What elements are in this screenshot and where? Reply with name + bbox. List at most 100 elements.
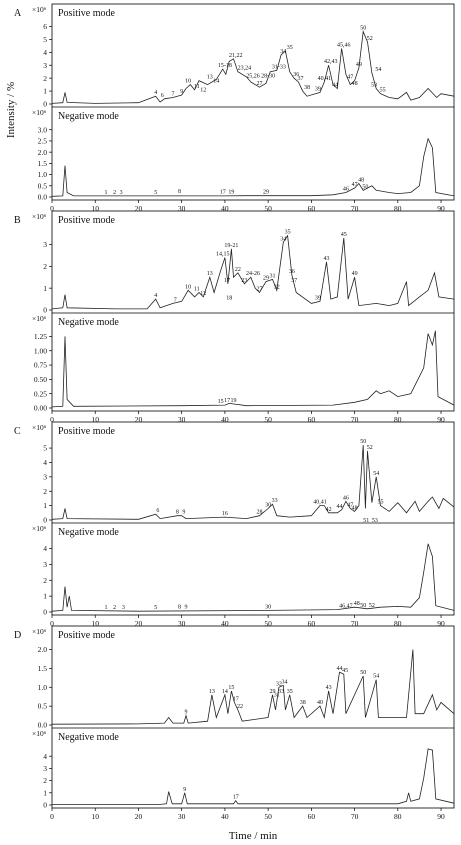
peak-label: 1 xyxy=(105,605,108,611)
y-tick-label: 0.0 xyxy=(38,721,48,730)
panel-letter: A xyxy=(14,8,22,19)
y-exponent: ×10⁶ xyxy=(32,108,47,117)
y-tick-label: 0 xyxy=(43,516,47,525)
x-tick-label: 30 xyxy=(178,812,186,821)
peak-label: 4 xyxy=(154,90,157,96)
peak-label: 52 xyxy=(367,445,373,451)
x-tick-label: 70 xyxy=(351,204,359,213)
peak-label: 52 xyxy=(367,36,373,42)
x-tick-label: 30 xyxy=(178,415,186,424)
mode-label: Positive mode xyxy=(58,426,116,437)
peak-label: 13 xyxy=(209,689,215,695)
panel-frame xyxy=(51,421,455,616)
y-exponent: ×10⁶ xyxy=(32,524,47,533)
peak-label: 48 xyxy=(358,178,364,184)
peak-label: 24-26 xyxy=(246,271,260,277)
y-tick-label: 3 xyxy=(43,764,47,773)
peak-label: 11 xyxy=(194,287,200,293)
mode-label: Positive mode xyxy=(58,215,116,226)
peak-label: 13 xyxy=(207,75,213,81)
y-tick-label: 1 xyxy=(43,501,47,510)
peak-label: 46,47 xyxy=(339,604,353,610)
x-tick-label: 90 xyxy=(437,619,445,628)
y-tick-label: 2 xyxy=(43,262,47,271)
x-tick-label: 40 xyxy=(221,415,229,424)
chromatogram-trace xyxy=(51,330,455,408)
peak-label: 9 xyxy=(183,787,186,793)
peak-label: 54 xyxy=(373,674,379,680)
peak-label: 35 xyxy=(287,45,293,51)
x-tick-label: 20 xyxy=(135,415,143,424)
x-tick-label: 30 xyxy=(178,619,186,628)
y-tick-label: 1 xyxy=(43,592,47,601)
peak-label: 52 xyxy=(369,603,375,609)
peak-label: 44 xyxy=(336,504,342,510)
chromatogram-trace xyxy=(51,649,455,725)
peak-label: 14 xyxy=(213,79,219,85)
chromatogram-trace xyxy=(52,748,455,805)
x-tick-label: 0 xyxy=(50,204,54,213)
peak-label: 33 xyxy=(272,498,278,504)
mode-label: Negative mode xyxy=(58,732,119,743)
peak-label: 31-33 xyxy=(272,64,286,70)
peak-label: 40 xyxy=(317,700,323,706)
peak-label: 45 xyxy=(341,232,347,238)
peak-label: 55 xyxy=(378,500,384,506)
y-tick-label: 2 xyxy=(43,776,47,785)
x-tick-label: 70 xyxy=(351,415,359,424)
x-tick-label: 60 xyxy=(308,619,316,628)
peak-label: 43 xyxy=(323,256,329,262)
y-tick-label: 1 xyxy=(43,87,47,96)
y-tick-label: 4 xyxy=(43,48,47,57)
x-tick-label: 60 xyxy=(308,812,316,821)
peak-label: 49 xyxy=(352,271,358,277)
x-tick-label: 80 xyxy=(394,812,402,821)
y-axis-title: Intensity / % xyxy=(5,82,17,138)
peak-label: 22 xyxy=(235,267,241,273)
peak-label: 19-21 xyxy=(224,243,238,249)
peak-label: 28-30 xyxy=(261,73,275,79)
x-axis-title: Time / min xyxy=(229,830,278,842)
peak-label: 50 xyxy=(362,184,368,190)
y-exponent: ×10⁶ xyxy=(32,627,47,636)
peak-label: 50 xyxy=(360,26,366,32)
y-exponent: ×10⁶ xyxy=(32,314,47,323)
peak-label: 49 xyxy=(356,62,362,68)
peak-label: 48 xyxy=(354,601,360,607)
x-tick-label: 10 xyxy=(91,619,99,628)
peak-label: 29 xyxy=(269,689,275,695)
x-tick-label: 20 xyxy=(135,812,143,821)
peak-label: 37 xyxy=(291,278,297,284)
panel-letter: B xyxy=(14,215,21,226)
peak-label: 22 xyxy=(237,704,243,710)
y-tick-label: 0.5 xyxy=(38,702,48,711)
chromatogram-trace xyxy=(51,30,455,104)
y-tick-label: 3.0 xyxy=(38,125,48,134)
peak-label: 8 xyxy=(178,605,181,611)
peak-label: 13 xyxy=(207,271,213,277)
x-tick-label: 90 xyxy=(437,812,445,821)
panel-frame xyxy=(51,3,455,201)
peak-label: 14 xyxy=(222,689,228,695)
y-tick-label: 2 xyxy=(43,74,47,83)
y-tick-label: 5 xyxy=(43,444,47,453)
peak-label: 40,41 xyxy=(318,76,332,82)
x-tick-label: 80 xyxy=(394,204,402,213)
peak-label: 7 xyxy=(172,92,175,98)
peak-label: 45 xyxy=(342,668,348,674)
peak-label: 54 xyxy=(373,471,379,477)
y-exponent: ×10⁶ xyxy=(32,423,47,432)
peak-label: 19 xyxy=(231,398,237,404)
peak-label: 34 xyxy=(282,679,288,685)
peak-label: 46 xyxy=(343,187,349,193)
x-tick-label: 80 xyxy=(394,415,402,424)
peak-label: 31 xyxy=(269,273,275,279)
peak-label: 8 xyxy=(176,510,179,516)
peak-label: 50 xyxy=(360,603,366,609)
